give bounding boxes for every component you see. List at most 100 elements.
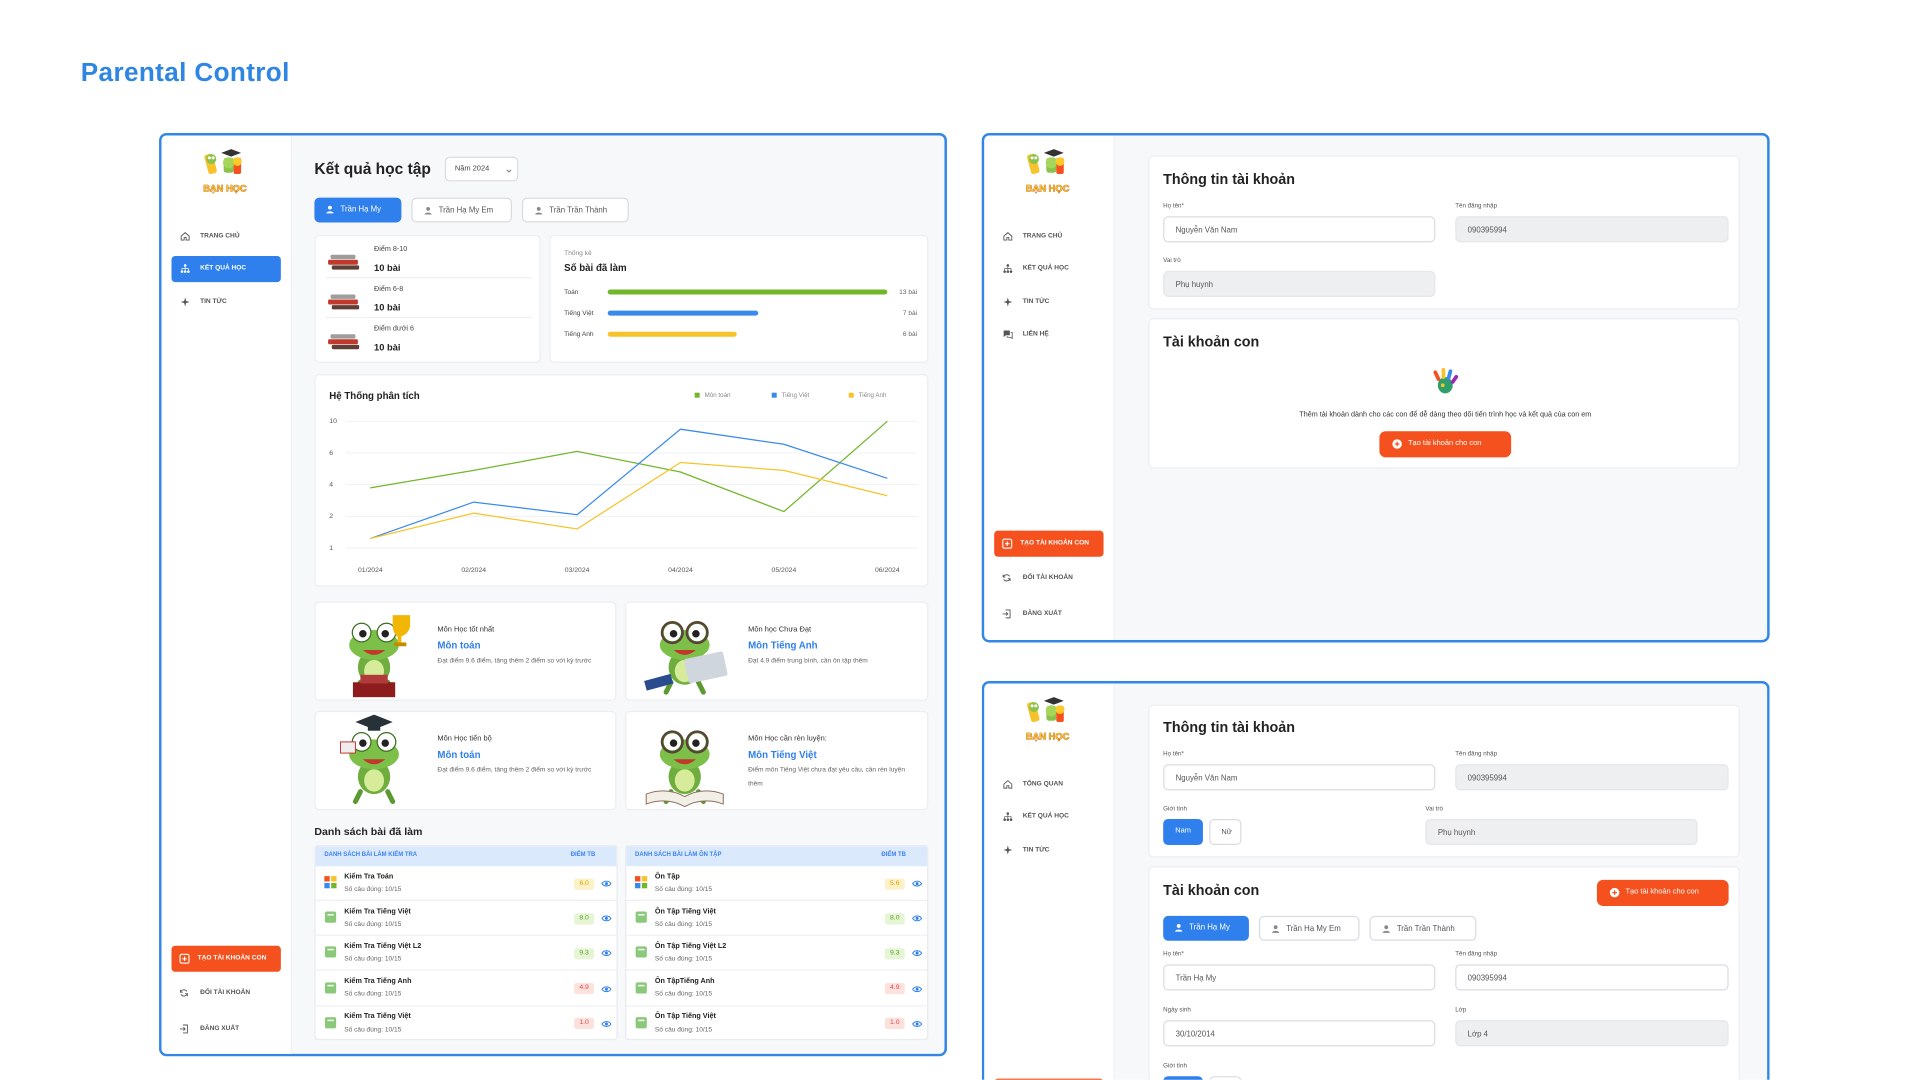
text-input[interactable]: Trần Hạ My	[1163, 964, 1436, 991]
gender-option[interactable]: Nam	[1163, 818, 1203, 846]
nav-label: TIN TỨC	[1022, 845, 1050, 854]
icon-eye[interactable]	[912, 914, 923, 924]
frog-illustration-part	[360, 674, 388, 684]
child-tab[interactable]: Trần Hạ My Em	[411, 197, 512, 223]
field-value: 090395994	[1467, 225, 1507, 235]
create-child-button[interactable]: TẠO TÀI KHOẢN CON	[171, 945, 281, 972]
sidebar-link[interactable]: ĐĂNG XUẤT	[994, 601, 1103, 627]
quiz-icon-part	[635, 876, 641, 882]
row-title: Kiểm Tra Toán	[344, 873, 394, 881]
child-tab[interactable]: Trần Trần Thành	[1369, 915, 1477, 941]
logo: BẠN HỌC	[1026, 149, 1070, 194]
create-child-button[interactable]: Tạo tài khoản cho con	[1596, 879, 1729, 906]
sidebar-link[interactable]: ĐỔI TÀI KHOẢN	[994, 565, 1103, 591]
icon-tree-part	[183, 264, 187, 268]
series-line	[370, 428, 888, 540]
row-title: Ôn Tập Tiếng Việt	[654, 908, 716, 916]
icon-eye-part	[915, 882, 919, 886]
gender-option[interactable]: Nữ	[1209, 1076, 1242, 1080]
sidebar-link[interactable]: ĐĂNG XUẤT	[171, 1016, 280, 1042]
icon-eye[interactable]	[912, 1019, 923, 1029]
row-detail: Số câu đúng: 10/15	[344, 955, 402, 964]
create-child-button[interactable]: Tạo tài khoản cho con	[1379, 431, 1512, 458]
field-value: Phụ huynh	[1437, 828, 1476, 838]
icon-eye[interactable]	[912, 879, 923, 889]
icon-person-part	[1176, 924, 1181, 928]
sidebar-link[interactable]: ĐỔI TÀI KHOẢN	[171, 980, 280, 1006]
text-input[interactable]: Nguyễn Văn Nam	[1163, 216, 1436, 243]
books-icon-part	[331, 265, 360, 270]
text-input[interactable]: 30/10/2014	[1163, 1020, 1436, 1047]
icon-eye[interactable]	[912, 984, 923, 994]
nav-item[interactable]: TRANG CHỦ	[994, 223, 1103, 249]
nav-item[interactable]: LIÊN HỆ	[994, 321, 1103, 347]
highlight-label: Môn Học tiến bộ	[437, 736, 492, 744]
nav-label: KẾT QUẢ HỌC	[1022, 264, 1069, 273]
quiz-icon	[324, 876, 337, 889]
nav-item[interactable]: KẾT QUẢ HỌC	[994, 256, 1103, 282]
quiz-icon-part	[641, 876, 648, 882]
bar-value-label: 7 bài	[903, 310, 918, 317]
score-group-count: 10 bài	[374, 261, 401, 273]
hand-icon-part	[1433, 370, 1441, 381]
nav-item[interactable]: TỔNG QUAN	[994, 771, 1103, 797]
icon-eye[interactable]	[601, 984, 612, 994]
book-icon-part	[324, 946, 337, 958]
book-icon-part	[327, 984, 334, 986]
icon-eye[interactable]	[601, 949, 612, 959]
icon-spark	[1003, 845, 1013, 855]
x-tick-label: 06/2024	[875, 567, 900, 574]
create-child-button[interactable]: TẠO TÀI KHOẢN CON	[994, 530, 1104, 557]
score-value: 1.0	[889, 1019, 900, 1028]
nav-label: TIN TỨC	[1022, 297, 1050, 306]
children-message: Thêm tài khoản dành cho các con để dễ dà…	[1299, 410, 1592, 419]
score-badge: 4.9	[884, 983, 905, 995]
icon-eye[interactable]	[601, 914, 612, 924]
books-icon-part	[328, 339, 358, 345]
nav-item[interactable]: TIN TỨC	[171, 289, 280, 315]
gender-option[interactable]: Nữ	[1209, 818, 1242, 846]
icon-plusbox-part	[182, 956, 187, 961]
highlight-label: Môn học Chưa Đạt	[748, 626, 812, 635]
logo-text: BẠN HỌC	[1026, 731, 1070, 741]
nav-item[interactable]: TIN TỨC	[994, 837, 1103, 863]
sidebar: BẠN HỌC TRANG CHỦ KẾT QUẢ HỌC TIN TỨC LIÊN H…	[984, 135, 1115, 640]
field-value: Trần Hạ My	[1175, 973, 1217, 983]
icon-eye[interactable]	[601, 879, 612, 889]
books-icon-part	[330, 254, 356, 260]
nav-item[interactable]: KẾT QUẢ HỌC	[171, 255, 281, 282]
nav-item[interactable]: TIN TỨC	[994, 289, 1103, 315]
icon-eye-part	[912, 950, 923, 957]
nav-item[interactable]: TRANG CHỦ	[171, 223, 280, 249]
bar-chart: Thống kê Số bài đã làm Toán 13 bài Tiếng Việ…	[564, 248, 918, 338]
create-child-button[interactable]: TẠO TÀI KHOẢN CON	[994, 1078, 1104, 1080]
icon-swap	[1002, 574, 1011, 582]
child-tab[interactable]: Trần Hạ My	[314, 197, 402, 223]
icon-home	[1003, 232, 1013, 241]
frog-illustration-part	[362, 759, 386, 765]
child-tab[interactable]: Trần Hạ My Em	[1258, 915, 1360, 941]
text-input: Phụ huynh	[1163, 270, 1436, 298]
hand-icon-part	[1446, 369, 1453, 381]
icon-home-part	[1003, 232, 1013, 241]
icon-tree-part	[1006, 264, 1010, 268]
text-input: 090395994	[1455, 216, 1729, 243]
quiz-icon-part	[331, 876, 337, 882]
icon-eye-part	[604, 952, 608, 956]
icon-person-part	[426, 206, 431, 211]
child-tab[interactable]: Trần Trần Thành	[521, 197, 629, 223]
icon-eye[interactable]	[912, 949, 923, 959]
line-card: Hệ Thống phân tích 1 2 4 6 10 01/2024 02/2024 03…	[314, 374, 929, 587]
quiz-icon-part	[324, 876, 330, 882]
icon-spark-part	[1003, 297, 1013, 307]
frog-illustration-part	[359, 630, 367, 638]
year-select[interactable]: Năm 2024	[444, 156, 519, 182]
text-input[interactable]: 090395994	[1455, 964, 1729, 991]
icon-eye[interactable]	[601, 1019, 612, 1029]
frog-illustration-part	[352, 789, 396, 805]
nav-item[interactable]: KẾT QUẢ HỌC	[994, 804, 1103, 830]
gender-option[interactable]: Nam	[1163, 1076, 1203, 1080]
text-input[interactable]: Nguyễn Văn Nam	[1163, 764, 1436, 791]
child-tab[interactable]: Trần Hạ My	[1163, 915, 1249, 941]
table-row: Ôn Tập Tiếng Việt Số câu đúng: 10/15 1.0	[626, 1006, 927, 1039]
